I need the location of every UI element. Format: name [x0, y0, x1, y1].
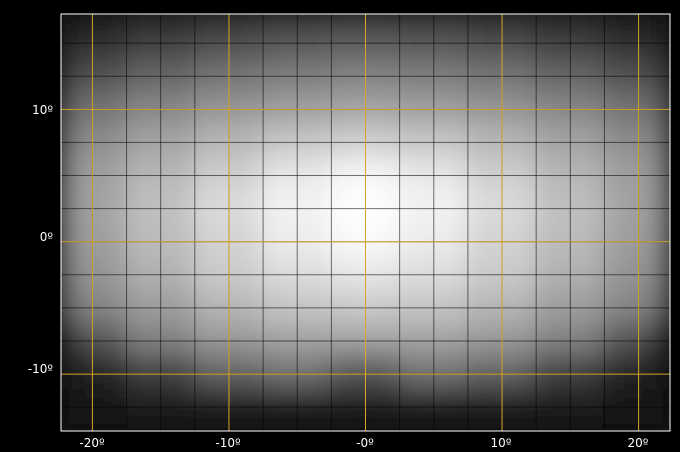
y-axis-tick-labels: -10º 0º 10º — [28, 103, 54, 376]
heatmap-cell — [602, 26, 657, 62]
heatmap-cell — [74, 26, 129, 62]
heatmap-cell — [61, 417, 79, 431]
x-tick-label: 20º — [628, 436, 649, 450]
heatmap-cell — [652, 26, 670, 62]
heatmap-cell — [602, 417, 657, 431]
heatmap-cell — [652, 14, 670, 31]
y-tick-label: 10º — [32, 103, 53, 117]
heatmap-cell — [652, 417, 670, 431]
heatmap-cell — [61, 14, 79, 31]
heatmap-cell — [602, 14, 657, 31]
heatmap-cell — [61, 388, 79, 422]
y-tick-label: 0º — [40, 230, 54, 244]
x-tick-label: 10º — [491, 436, 512, 450]
heatmap-cell — [74, 388, 129, 422]
heatmap-cell — [61, 26, 79, 62]
major-grid — [61, 14, 670, 431]
x-tick-label: -0º — [356, 436, 374, 450]
x-tick-label: -20º — [79, 436, 105, 450]
x-tick-label: -10º — [215, 436, 241, 450]
y-tick-label: -10º — [28, 362, 54, 376]
heatmap-cell — [74, 14, 129, 31]
heatmap-cell — [652, 388, 670, 422]
plot-frame — [60, 13, 671, 432]
heatmap-cell — [74, 417, 129, 431]
x-axis-tick-labels: -20º -10º -0º 10º 20º — [79, 436, 648, 450]
heatmap-cell — [602, 388, 657, 422]
